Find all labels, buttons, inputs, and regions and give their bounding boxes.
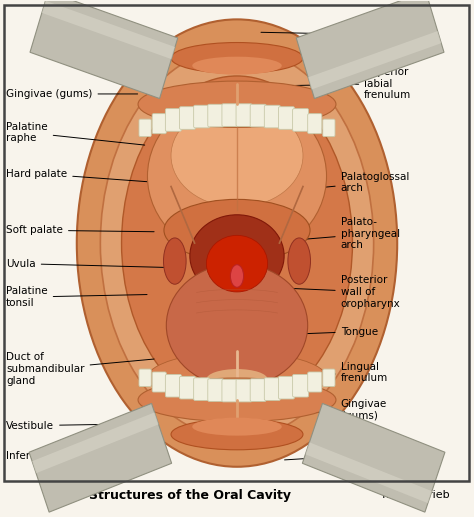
Text: Palatine
tonsil: Palatine tonsil	[6, 286, 147, 308]
Text: Uvula: Uvula	[6, 258, 175, 269]
Ellipse shape	[288, 238, 310, 284]
FancyBboxPatch shape	[152, 372, 166, 392]
Ellipse shape	[147, 352, 327, 403]
FancyBboxPatch shape	[323, 119, 335, 136]
Text: Hard palate: Hard palate	[6, 169, 154, 182]
FancyBboxPatch shape	[180, 376, 196, 399]
Polygon shape	[30, 0, 178, 99]
Ellipse shape	[192, 418, 282, 436]
Text: Superior
lip: Superior lip	[261, 24, 409, 45]
FancyBboxPatch shape	[180, 107, 196, 129]
Text: Inferior
labial
frenulum: Inferior labial frenulum	[284, 438, 388, 472]
Ellipse shape	[77, 19, 397, 467]
Ellipse shape	[230, 265, 244, 287]
FancyBboxPatch shape	[194, 378, 210, 401]
Text: Gingivae (gums): Gingivae (gums)	[6, 89, 137, 99]
FancyBboxPatch shape	[292, 374, 309, 397]
Polygon shape	[42, 1, 175, 59]
FancyBboxPatch shape	[323, 369, 335, 387]
Ellipse shape	[171, 104, 303, 207]
Ellipse shape	[166, 264, 308, 387]
Text: Vestibule: Vestibule	[6, 421, 124, 431]
Polygon shape	[32, 413, 159, 473]
FancyBboxPatch shape	[292, 109, 309, 131]
Polygon shape	[296, 0, 444, 99]
FancyBboxPatch shape	[139, 119, 151, 136]
Ellipse shape	[206, 369, 268, 390]
FancyBboxPatch shape	[222, 379, 238, 402]
FancyBboxPatch shape	[250, 104, 266, 127]
Text: Duct of
submandibular
gland: Duct of submandibular gland	[6, 353, 154, 386]
Ellipse shape	[147, 94, 327, 258]
Ellipse shape	[164, 200, 310, 261]
Text: Palatine
raphe: Palatine raphe	[6, 121, 145, 145]
Ellipse shape	[138, 378, 336, 422]
FancyBboxPatch shape	[139, 369, 151, 387]
FancyBboxPatch shape	[250, 379, 266, 401]
Polygon shape	[308, 31, 441, 89]
FancyBboxPatch shape	[278, 376, 294, 399]
FancyBboxPatch shape	[165, 374, 182, 397]
Ellipse shape	[164, 238, 186, 284]
Text: Tongue: Tongue	[284, 327, 378, 337]
Ellipse shape	[171, 419, 303, 450]
Text: Palato-
pharyngeal
arch: Palato- pharyngeal arch	[292, 217, 400, 250]
Ellipse shape	[138, 81, 336, 127]
Polygon shape	[302, 403, 445, 512]
FancyBboxPatch shape	[308, 114, 322, 134]
Ellipse shape	[192, 57, 282, 74]
Text: Superior
labial
frenulum: Superior labial frenulum	[259, 67, 411, 100]
FancyBboxPatch shape	[278, 107, 294, 129]
FancyBboxPatch shape	[264, 378, 280, 401]
Ellipse shape	[171, 42, 303, 73]
FancyBboxPatch shape	[152, 114, 166, 134]
Polygon shape	[305, 443, 432, 503]
FancyBboxPatch shape	[165, 109, 182, 131]
FancyBboxPatch shape	[264, 105, 280, 128]
Text: Lingual
frenulum: Lingual frenulum	[277, 362, 388, 384]
Text: Palatoglossal
arch: Palatoglossal arch	[292, 172, 409, 193]
Text: Soft palate: Soft palate	[6, 225, 154, 235]
FancyBboxPatch shape	[208, 379, 224, 401]
FancyBboxPatch shape	[236, 379, 252, 402]
Text: Structures of the Oral Cavity: Structures of the Oral Cavity	[89, 489, 291, 501]
FancyBboxPatch shape	[222, 104, 238, 126]
Ellipse shape	[206, 235, 268, 292]
FancyBboxPatch shape	[194, 105, 210, 128]
Text: Posterior
wall of
oropharynx: Posterior wall of oropharynx	[292, 276, 401, 309]
FancyBboxPatch shape	[208, 104, 224, 127]
Ellipse shape	[100, 48, 374, 438]
Ellipse shape	[190, 215, 284, 297]
FancyBboxPatch shape	[236, 104, 252, 126]
FancyBboxPatch shape	[308, 372, 322, 392]
Ellipse shape	[121, 76, 353, 410]
Polygon shape	[29, 403, 172, 512]
Text: from Marieb: from Marieb	[382, 490, 450, 500]
Text: Inferior lip: Inferior lip	[6, 451, 133, 462]
Text: Gingivae
(gums): Gingivae (gums)	[292, 400, 387, 421]
